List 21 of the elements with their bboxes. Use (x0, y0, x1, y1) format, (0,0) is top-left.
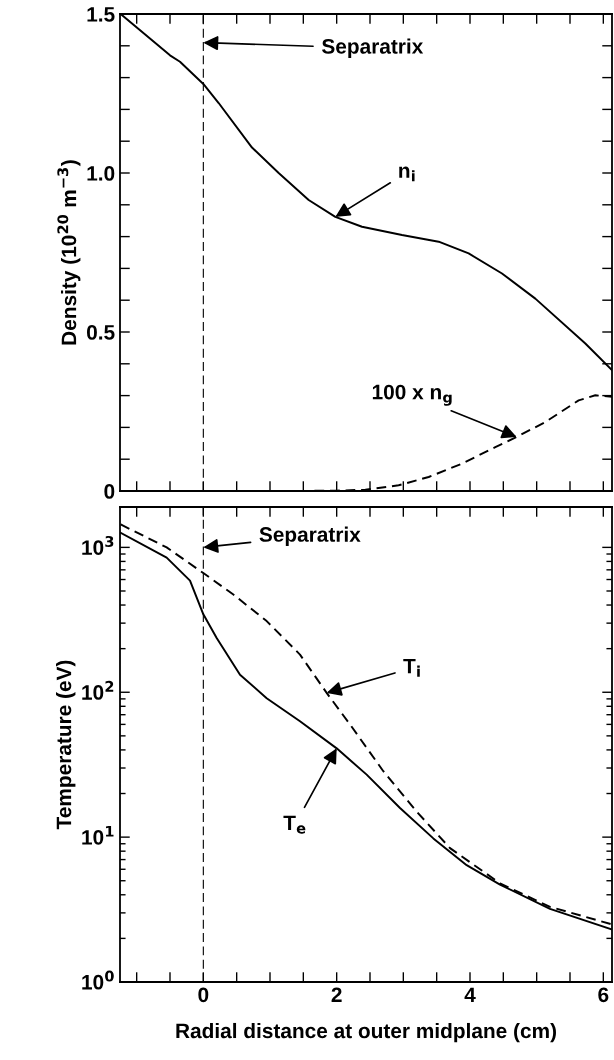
ref-line-label: Separatrix (321, 38, 424, 58)
ref-line-label: Separatrix (259, 526, 361, 546)
y-tick-label: 10$^{3}$ (82, 535, 114, 555)
y-tick-label: 10$^{0}$ (82, 970, 114, 990)
x-tick-label: 0 (198, 987, 209, 1003)
x-tick-label: 2 (331, 987, 342, 1002)
y-axis-title: Temperature (eV) (56, 660, 76, 830)
x-tick-label: 6 (598, 987, 609, 1003)
annotation: n$_{i}$ (399, 166, 415, 182)
y-tick-label: 0 (104, 484, 115, 499)
y-tick-label: 10$^{2}$ (82, 680, 114, 700)
y-tick-label: 1.5 (87, 7, 115, 22)
annotation: T$_{i}$ (403, 658, 420, 677)
y-tick-label: 1.0 (87, 166, 115, 181)
x-tick-label: 4 (464, 987, 476, 1002)
x-axis-title: Radial distance at outer midplane (cm) (176, 1022, 556, 1043)
annotation: T$_{e}$ (283, 815, 306, 834)
annotation: 100 x n$_{g}$ (372, 384, 452, 406)
y-tick-label: 0.5 (87, 325, 115, 340)
y-axis-title: Density (10$^{20}$ m$^{−3}$) (57, 160, 81, 345)
y-tick-label: 10$^{1}$ (82, 825, 114, 845)
